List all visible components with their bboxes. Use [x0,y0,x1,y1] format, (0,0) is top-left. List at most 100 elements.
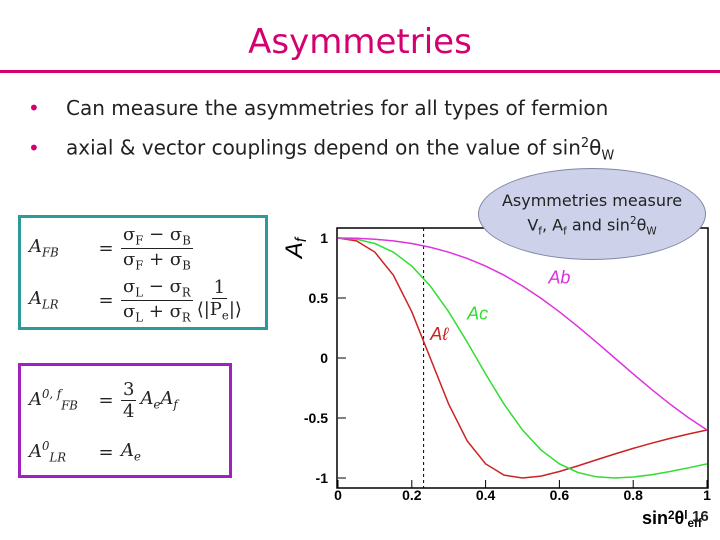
text-segment: A [29,288,42,310]
y-tick-label: 0.5 [309,290,329,306]
text-segment: LR [42,297,59,312]
formula: A0, fFB = 3 4 AeAf [29,374,221,426]
text-segment: 0, f [42,387,62,402]
numerator: σL − σR [121,276,193,301]
text-segment: θ [589,135,602,160]
y-tick-label: 1 [320,230,328,246]
text-segment: F [135,258,144,273]
text-segment: Can measure the asymmetries for all type… [66,96,609,120]
text-segment: θ [675,508,685,528]
text-segment: and sin [566,215,630,235]
text-segment: e [134,449,141,464]
series-line [337,237,708,479]
x-tick-label: 0.4 [476,487,496,503]
y-tick-label: -1 [316,470,329,486]
text-segment: + σ [143,248,183,270]
text-segment: A [29,389,42,411]
text-segment: R [181,310,191,325]
text-segment: 2 [629,215,637,227]
fraction: σL − σR σL + σR [121,276,193,324]
text-segment: σ [123,300,136,322]
text-segment: L [135,285,144,300]
formula: A0LR = Ae [29,426,221,478]
text-segment: f [538,225,542,238]
x-tick-label: 1 [703,487,711,503]
text-segment: − σ [143,223,183,245]
fraction: σF − σB σF + σB [121,224,193,272]
formula-box: AFB = σF − σB σF + σB ALR = σL − σR σL + σR 1 ⟨|P… [18,215,268,330]
text-segment: F [135,233,144,248]
text-segment: , A [541,215,564,235]
text-segment: σ [123,275,136,297]
denominator: 4 [123,401,134,422]
y-axis-label: Af [281,236,310,260]
y-tick-label: 0 [320,350,328,366]
x-tick-label: 0.6 [550,487,570,503]
text-segment: eff [688,517,702,530]
text-segment: 2 [668,509,675,522]
text-segment: A [29,441,42,463]
formula-eq: = [98,389,114,411]
text-segment: e [153,397,161,412]
text-segment: sin [642,508,668,528]
x-tick-label: 0.2 [402,487,422,503]
text-segment: A [281,242,308,260]
formula-lhs: ALR [29,288,91,312]
text-segment: FB [42,245,59,260]
bullet-dot: • [28,135,40,160]
numerator: 3 [121,379,137,401]
bullet: • axial & vector couplings depend on the … [28,130,614,166]
text-segment: A [29,236,42,258]
text-segment: f [173,397,178,412]
formula-rhs: AeAf [140,388,177,412]
text-segment: LR [49,450,66,465]
formula-lhs: A0LR [29,439,91,465]
series-line [337,237,708,479]
denominator: σL + σR [123,301,191,325]
text-segment: V [527,215,539,235]
text-segment: W [601,148,615,164]
text-segment: ⟨|P [196,299,222,321]
bullet: • Can measure the asymmetries for all typ… [28,94,614,130]
series-label: Ab [547,268,570,288]
x-tick-label: 0 [334,487,342,503]
text-segment: σ [123,223,136,245]
formula-box: A0, fFB = 3 4 AeAf A0LR = Ae [18,363,232,478]
text-segment: 0 [42,439,50,454]
text-segment: Asymmetries measure [501,191,683,210]
series-label: Ac [466,304,488,324]
formula-eq: = [98,237,114,259]
denominator: σF + σB [123,249,191,273]
text-segment: B [182,258,191,273]
callout-line: Vf, Af and sin2θW [479,211,705,242]
slide-title: Asymmetries [248,22,472,62]
text-segment: A [121,440,134,462]
text-segment: A [160,388,174,410]
formula-eq: = [98,441,114,463]
series-line [337,237,708,431]
x-tick-label: 0.8 [623,487,643,503]
formula-rhs: Ae [121,440,141,464]
text-segment: |⟩ [228,299,242,321]
formula: ALR = σL − σR σL + σR 1 ⟨|Pe|⟩ [29,274,257,326]
text-segment: e [221,308,229,323]
text-segment: + σ [143,300,182,322]
title-rule [0,70,720,73]
fraction: 1 ⟨|Pe|⟩ [197,277,242,323]
text-segment: B [182,233,191,248]
text-segment: 4 [123,400,135,422]
callout-line: Asymmetries measure [479,191,705,211]
text-segment: axial & vector couplings depend on the v… [66,135,581,160]
text-segment: W [646,225,657,238]
formula: AFB = σF − σB σF + σB [29,222,257,274]
numerator: σF − σB [121,224,193,249]
text-segment: f [293,236,310,242]
plot-frame [336,227,709,489]
callout: Asymmetries measure Vf, Af and sin2θW [478,168,706,260]
numerator: 1 [211,277,228,300]
text-segment: L [135,310,144,325]
denominator: ⟨|Pe|⟩ [197,299,242,323]
